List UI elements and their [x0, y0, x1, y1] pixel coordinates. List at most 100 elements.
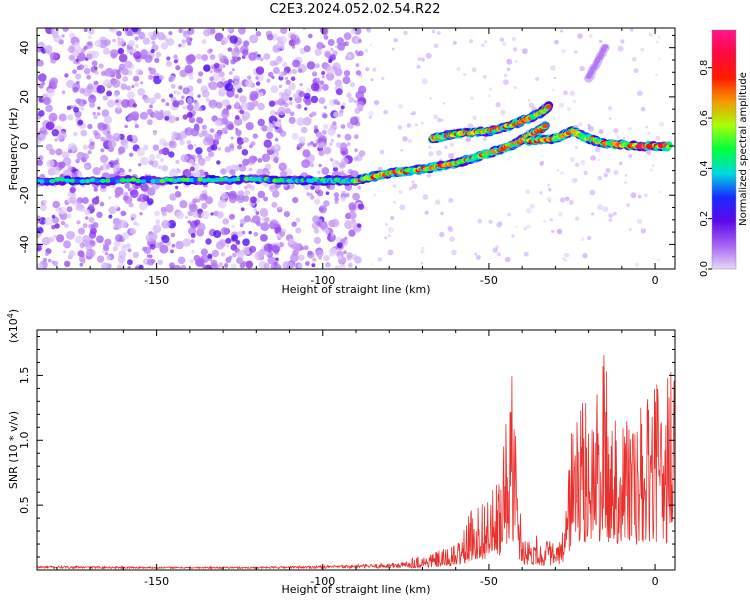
noise-blob	[181, 95, 185, 100]
noise-blob	[184, 127, 194, 136]
noise-blob	[152, 110, 161, 119]
noise-blob	[280, 28, 288, 34]
noise-blob	[334, 200, 339, 204]
noise-blob	[136, 147, 145, 157]
noise-blob	[543, 219, 546, 223]
noise-blob	[67, 165, 73, 171]
noise-blob	[348, 202, 357, 211]
noise-blob	[100, 148, 105, 153]
noise-blob	[564, 252, 570, 258]
noise-blob	[176, 91, 181, 95]
noise-blob	[342, 102, 346, 106]
noise-blob	[288, 97, 293, 101]
noise-blob	[182, 238, 192, 247]
noise-blob	[76, 200, 80, 204]
noise-blob	[76, 80, 80, 85]
noise-blob	[224, 82, 234, 92]
noise-blob	[131, 84, 135, 89]
noise-blob	[121, 67, 129, 76]
noise-blob	[335, 265, 339, 269]
noise-blob	[274, 137, 279, 142]
ridge-core	[150, 178, 157, 184]
noise-blob	[488, 87, 493, 91]
noise-blob	[125, 28, 129, 32]
noise-blob	[214, 119, 222, 127]
noise-blob	[335, 88, 343, 96]
noise-blob	[587, 235, 592, 241]
noise-blob	[228, 79, 233, 84]
noise-blob	[122, 195, 129, 201]
noise-blob	[318, 163, 322, 168]
noise-blob	[239, 95, 247, 103]
noise-blob	[302, 149, 311, 158]
noise-blob	[526, 207, 532, 214]
noise-blob	[548, 200, 552, 203]
noise-blob	[211, 249, 220, 258]
noise-blob	[313, 236, 321, 245]
noise-blob	[242, 195, 249, 202]
noise-blob	[117, 106, 121, 110]
noise-blob	[195, 196, 199, 200]
noise-blob	[88, 231, 97, 239]
noise-blob	[218, 239, 227, 247]
noise-blob	[448, 197, 454, 203]
noise-blob	[102, 162, 111, 172]
noise-blob	[63, 250, 67, 254]
noise-blob	[231, 48, 240, 57]
ridge-core	[115, 179, 121, 184]
noise-blob	[640, 106, 646, 112]
noise-blob	[263, 243, 273, 253]
noise-blob	[222, 218, 229, 225]
noise-blob	[143, 258, 148, 264]
noise-blob	[112, 132, 121, 141]
noise-blob	[169, 262, 175, 269]
noise-blob	[313, 125, 318, 130]
noise-blob	[209, 263, 219, 269]
noise-blob	[113, 205, 118, 210]
noise-blob	[103, 47, 110, 55]
noise-blob	[143, 144, 149, 151]
noise-blob	[288, 82, 296, 91]
spec-xlabel: Height of straight line (km)	[281, 283, 430, 296]
noise-blob	[393, 200, 397, 204]
noise-blob	[539, 161, 544, 166]
noise-blob	[632, 56, 637, 62]
noise-blob	[291, 68, 298, 75]
noise-blob	[194, 125, 200, 132]
noise-blob	[608, 218, 613, 223]
noise-blob	[195, 116, 203, 124]
noise-blob	[550, 65, 556, 71]
noise-blob	[421, 246, 425, 250]
noise-blob	[66, 213, 72, 219]
noise-blob	[300, 126, 308, 134]
noise-blob	[87, 123, 93, 130]
noise-blob	[655, 40, 659, 44]
colorbar-tick-label: 0.2	[699, 211, 710, 227]
noise-blob	[318, 150, 325, 157]
noise-blob	[37, 59, 44, 67]
noise-blob	[263, 262, 270, 269]
noise-blob	[132, 48, 137, 54]
noise-blob	[648, 32, 653, 37]
noise-blob	[198, 159, 206, 167]
noise-blob	[81, 259, 86, 264]
noise-blob	[562, 257, 565, 260]
noise-blob	[97, 106, 101, 110]
noise-blob	[411, 111, 416, 116]
noise-blob	[88, 138, 93, 143]
noise-blob	[255, 211, 260, 215]
noise-blob	[107, 99, 115, 108]
noise-blob	[339, 142, 348, 151]
noise-blob	[257, 190, 266, 199]
noise-blob	[482, 74, 487, 79]
noise-blob	[503, 79, 509, 85]
noise-blob	[333, 192, 340, 198]
noise-blob	[192, 211, 199, 218]
noise-blob	[358, 150, 366, 157]
noise-blob	[149, 67, 157, 75]
noise-blob	[62, 28, 69, 32]
noise-blob	[175, 65, 181, 71]
noise-blob	[124, 60, 133, 69]
noise-blob	[297, 263, 303, 269]
noise-blob	[61, 90, 66, 95]
